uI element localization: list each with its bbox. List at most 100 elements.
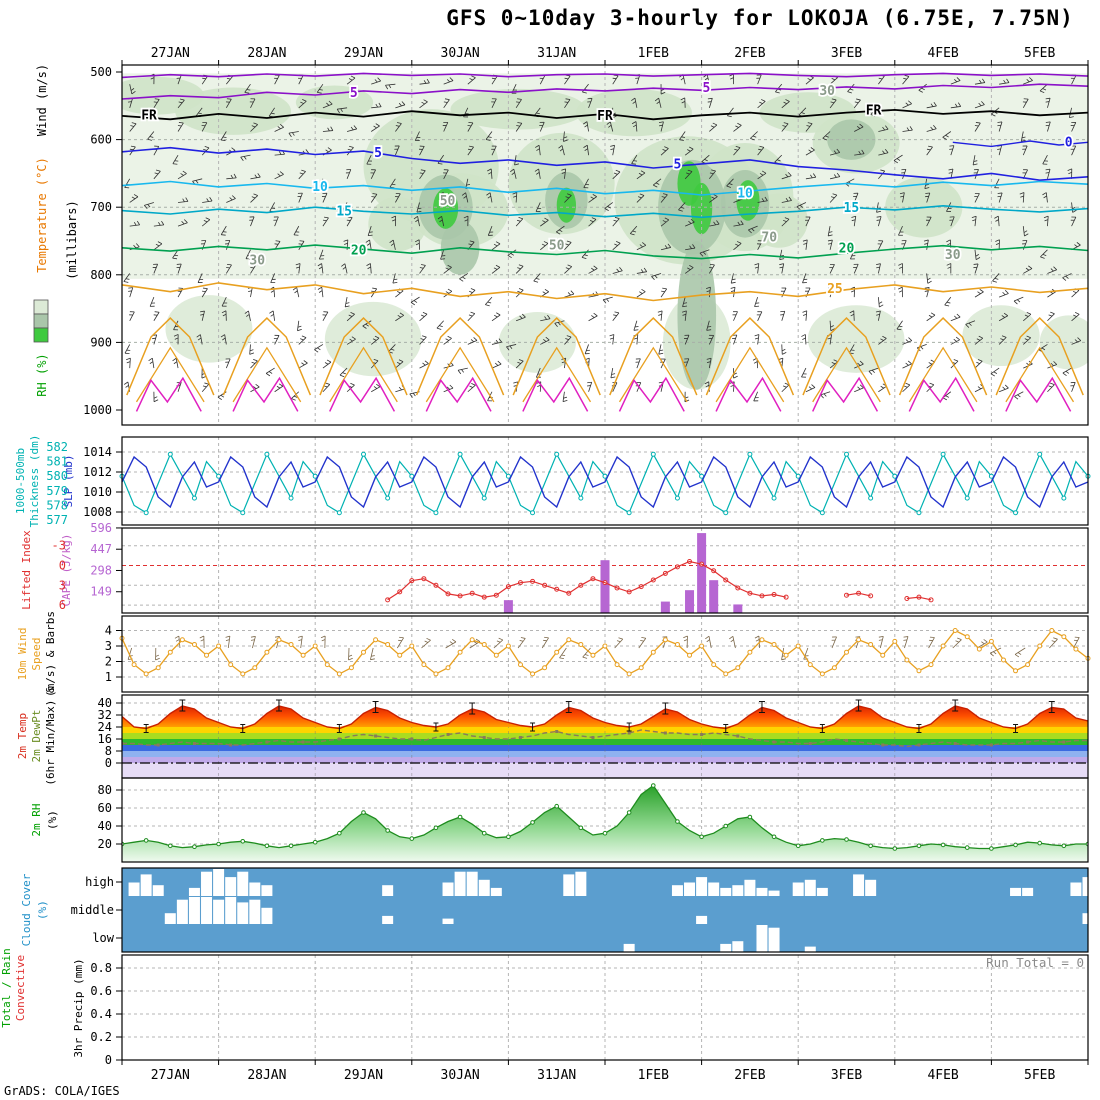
svg-text:FR: FR xyxy=(866,104,882,119)
svg-text:2FEB: 2FEB xyxy=(734,1068,765,1083)
svg-text:580: 580 xyxy=(46,469,68,483)
credit-label: GrADS: COLA/IGES xyxy=(4,1084,120,1098)
svg-text:1014: 1014 xyxy=(83,445,112,459)
svg-text:700: 700 xyxy=(90,200,112,214)
svg-text:298: 298 xyxy=(90,563,112,577)
svg-text:5FEB: 5FEB xyxy=(1024,1068,1055,1083)
svg-text:6: 6 xyxy=(59,598,66,612)
svg-text:1FEB: 1FEB xyxy=(638,1068,669,1083)
svg-text:30JAN: 30JAN xyxy=(441,46,480,61)
svg-text:3FEB: 3FEB xyxy=(831,46,862,61)
svg-text:2: 2 xyxy=(105,655,112,669)
svg-text:28JAN: 28JAN xyxy=(247,46,286,61)
svg-text:4FEB: 4FEB xyxy=(927,46,958,61)
svg-text:10: 10 xyxy=(737,187,753,202)
svg-text:Speed: Speed xyxy=(30,637,43,670)
svg-text:CAPE (J/kg): CAPE (J/kg) xyxy=(60,534,73,607)
svg-text:0: 0 xyxy=(105,1053,112,1067)
svg-text:149: 149 xyxy=(90,585,112,599)
svg-text:0.8: 0.8 xyxy=(90,961,112,975)
svg-text:900: 900 xyxy=(90,335,112,349)
svg-text:8: 8 xyxy=(105,744,112,758)
svg-text:0.6: 0.6 xyxy=(90,984,112,998)
svg-text:2m RH: 2m RH xyxy=(30,803,43,836)
page-title: GFS 0~10day 3-hourly for LOKOJA (6.75E, … xyxy=(446,6,1074,30)
svg-text:3hr Precip (mm): 3hr Precip (mm) xyxy=(72,958,85,1057)
svg-text:29JAN: 29JAN xyxy=(344,1068,383,1083)
svg-text:0: 0 xyxy=(105,756,112,770)
svg-text:-3: -3 xyxy=(52,539,66,553)
panel-cape-li: -3 0 3 6 596 447 298 149 xyxy=(52,521,1089,614)
svg-text:577: 577 xyxy=(46,513,68,527)
svg-text:Lifted Index: Lifted Index xyxy=(20,530,33,610)
svg-text:3: 3 xyxy=(105,639,112,653)
svg-text:32: 32 xyxy=(98,708,112,722)
svg-text:2m DewPt: 2m DewPt xyxy=(30,710,43,763)
svg-text:447: 447 xyxy=(90,542,112,556)
svg-text:2m Temp: 2m Temp xyxy=(16,713,29,759)
svg-text:Total / Rain: Total / Rain xyxy=(0,948,13,1027)
svg-text:40: 40 xyxy=(98,696,112,710)
svg-text:50: 50 xyxy=(549,239,565,254)
svg-text:1000-500mb: 1000-500mb xyxy=(14,448,27,514)
svg-text:581: 581 xyxy=(46,455,68,469)
svg-text:0.4: 0.4 xyxy=(90,1007,112,1021)
svg-text:30: 30 xyxy=(945,248,961,263)
svg-text:40: 40 xyxy=(98,819,112,833)
svg-text:5FEB: 5FEB xyxy=(1024,46,1055,61)
svg-text:0: 0 xyxy=(59,559,66,573)
svg-text:16: 16 xyxy=(98,732,112,746)
date-axes: 27JAN 27JAN 28JAN 28JAN 29JAN 29JAN 30JAN 30JAN… xyxy=(121,46,1089,1083)
svg-text:RH (%): RH (%) xyxy=(35,353,49,396)
svg-text:Convective: Convective xyxy=(14,955,27,1021)
svg-text:60: 60 xyxy=(98,801,112,815)
svg-text:4: 4 xyxy=(105,624,112,638)
svg-text:5: 5 xyxy=(674,158,682,173)
svg-text:1FEB: 1FEB xyxy=(638,46,669,61)
svg-text:SLP (mb): SLP (mb) xyxy=(62,455,75,508)
svg-text:29JAN: 29JAN xyxy=(344,46,383,61)
svg-text:27JAN: 27JAN xyxy=(151,1068,190,1083)
panel-cloud: high middle low xyxy=(71,867,1094,953)
svg-text:582: 582 xyxy=(46,440,68,454)
svg-text:10: 10 xyxy=(312,180,328,195)
svg-text:30: 30 xyxy=(249,254,265,269)
svg-text:70: 70 xyxy=(761,231,777,246)
svg-text:middle: middle xyxy=(71,903,114,917)
svg-text:Run Total = 0: Run Total = 0 xyxy=(986,955,1084,970)
svg-text:25: 25 xyxy=(827,282,843,297)
svg-text:800: 800 xyxy=(90,268,112,282)
svg-text:1010: 1010 xyxy=(83,485,112,499)
svg-text:20: 20 xyxy=(839,241,855,256)
svg-text:10m Wind: 10m Wind xyxy=(16,628,29,681)
svg-text:31JAN: 31JAN xyxy=(537,46,576,61)
svg-text:high: high xyxy=(85,875,114,889)
svg-text:(millibars): (millibars) xyxy=(65,200,79,279)
svg-text:(6hr Min/Max) &: (6hr Min/Max) & xyxy=(44,686,57,786)
svg-text:578: 578 xyxy=(46,498,68,512)
svg-text:(%): (%) xyxy=(46,810,59,830)
svg-text:500: 500 xyxy=(90,65,112,79)
svg-text:0: 0 xyxy=(1065,135,1073,150)
svg-text:Wind (m/s): Wind (m/s) xyxy=(35,64,49,136)
svg-text:50: 50 xyxy=(440,194,456,209)
panel-wind10m: 43 21 xyxy=(105,615,1091,693)
svg-text:3: 3 xyxy=(59,578,66,592)
svg-text:20: 20 xyxy=(351,243,367,258)
svg-text:15: 15 xyxy=(844,201,860,216)
svg-text:1008: 1008 xyxy=(83,505,112,519)
svg-text:5: 5 xyxy=(374,146,382,161)
svg-text:FR: FR xyxy=(141,108,157,123)
svg-text:30JAN: 30JAN xyxy=(441,1068,480,1083)
svg-text:4FEB: 4FEB xyxy=(927,1068,958,1083)
svg-text:1000: 1000 xyxy=(83,403,112,417)
svg-text:20: 20 xyxy=(98,837,112,851)
svg-text:(m/s) & Barbs: (m/s) & Barbs xyxy=(44,611,57,697)
svg-text:5: 5 xyxy=(703,81,711,96)
svg-text:5: 5 xyxy=(350,86,358,101)
